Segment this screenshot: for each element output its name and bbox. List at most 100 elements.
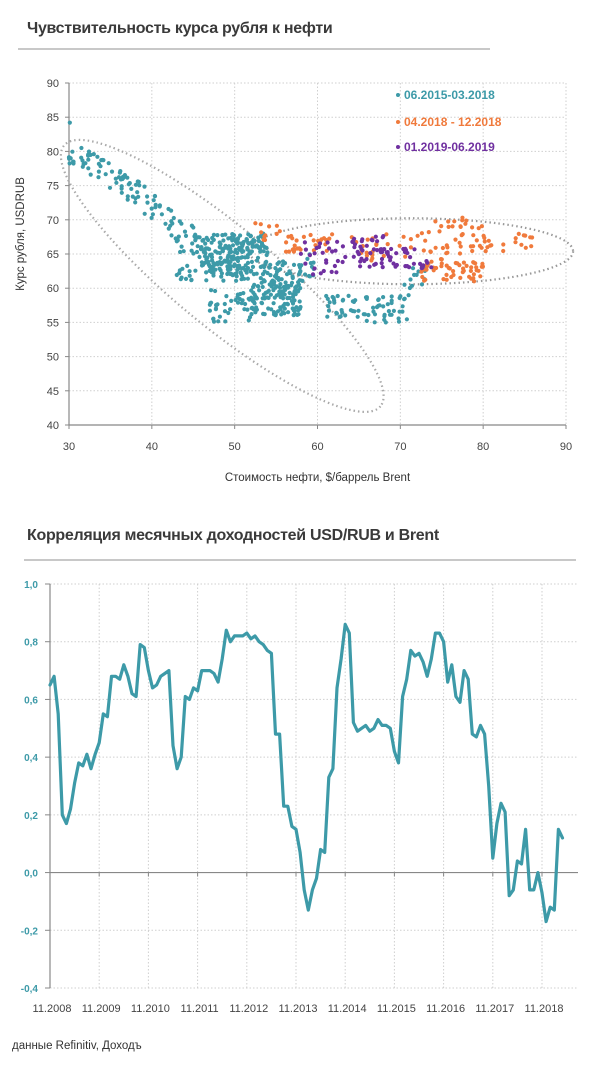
data-point	[68, 156, 73, 161]
data-point	[157, 204, 162, 209]
data-point	[278, 285, 283, 290]
data-point	[429, 259, 434, 264]
data-point	[460, 232, 465, 237]
data-point	[362, 312, 368, 317]
data-point	[142, 211, 147, 216]
data-point	[320, 250, 325, 255]
data-point	[106, 161, 111, 166]
data-point	[250, 264, 256, 269]
data-point	[207, 263, 212, 268]
series-2	[298, 234, 434, 277]
data-point	[470, 248, 475, 254]
data-point	[401, 234, 406, 239]
data-point	[187, 273, 192, 278]
data-point	[376, 297, 381, 303]
data-point	[239, 271, 244, 276]
data-point	[202, 254, 208, 259]
data-point	[204, 270, 209, 275]
data-point	[482, 235, 487, 240]
data-point	[403, 254, 408, 259]
data-point	[516, 231, 521, 236]
data-point	[237, 246, 242, 251]
data-point	[446, 265, 451, 270]
y-tick-label: 40	[47, 420, 59, 432]
data-point	[193, 232, 198, 237]
data-point	[471, 276, 476, 281]
data-point	[276, 260, 282, 265]
line-chart-title: Корреляция месячных доходностей USD/RUB …	[27, 527, 439, 544]
x-tick-label: 90	[560, 441, 572, 453]
data-point	[86, 166, 91, 171]
data-point	[410, 266, 416, 271]
data-point	[235, 294, 240, 300]
data-point	[433, 219, 438, 224]
data-point	[254, 271, 259, 276]
data-point	[274, 275, 279, 280]
data-point	[387, 312, 393, 317]
data-point	[183, 233, 189, 238]
data-point	[468, 244, 473, 249]
data-point	[332, 300, 337, 305]
data-point	[444, 243, 449, 248]
data-point	[211, 261, 216, 266]
data-point	[238, 255, 243, 260]
data-point	[249, 268, 254, 273]
y-tick-label: -0,2	[21, 926, 39, 937]
x-tick-label: 80	[477, 441, 489, 453]
data-point	[286, 310, 291, 315]
data-point	[261, 237, 266, 242]
data-point	[356, 252, 361, 257]
data-point	[296, 312, 301, 317]
data-point	[337, 314, 342, 319]
y-tick-label: 60	[47, 283, 59, 295]
data-point	[364, 243, 369, 248]
x-tick-label: 11.2008	[33, 1003, 72, 1015]
data-point	[213, 267, 218, 272]
source-footnote: данные Refinitiv, Доходъ	[12, 1040, 142, 1052]
data-point	[406, 293, 411, 298]
data-point	[501, 242, 506, 247]
x-tick-label: 11.2014	[328, 1003, 367, 1015]
data-point	[220, 260, 225, 265]
data-point	[422, 278, 427, 283]
data-point	[79, 145, 84, 151]
data-point	[358, 244, 363, 249]
data-point	[324, 293, 329, 299]
data-point	[376, 303, 381, 308]
data-point	[429, 265, 434, 270]
data-point	[129, 186, 134, 191]
data-point	[223, 259, 229, 264]
data-point	[225, 264, 230, 269]
y-tick-label: 70	[47, 215, 59, 227]
y-tick-label: 0,0	[24, 869, 38, 880]
data-point	[177, 268, 182, 273]
data-point	[408, 245, 413, 250]
data-point	[303, 247, 308, 252]
data-point	[289, 283, 294, 288]
data-point	[254, 295, 259, 300]
data-point	[217, 240, 222, 245]
data-point	[142, 184, 147, 189]
data-point	[385, 302, 390, 307]
y-tick-label: 55	[47, 317, 59, 329]
data-point	[67, 120, 72, 125]
y-tick-label: 0,4	[24, 753, 38, 764]
data-point	[209, 288, 214, 293]
data-point	[230, 238, 235, 243]
data-point	[312, 266, 317, 271]
data-point	[289, 299, 295, 304]
data-point	[330, 249, 335, 254]
data-point	[335, 239, 340, 244]
data-point	[379, 256, 385, 262]
data-point	[480, 261, 485, 266]
data-point	[477, 243, 482, 248]
data-point	[201, 249, 206, 254]
data-point	[251, 300, 257, 305]
data-point	[260, 296, 265, 301]
data-point	[119, 186, 124, 191]
data-point	[261, 292, 266, 297]
data-point	[450, 224, 455, 229]
data-point	[384, 232, 389, 237]
data-point	[340, 244, 345, 249]
data-point	[130, 194, 135, 199]
